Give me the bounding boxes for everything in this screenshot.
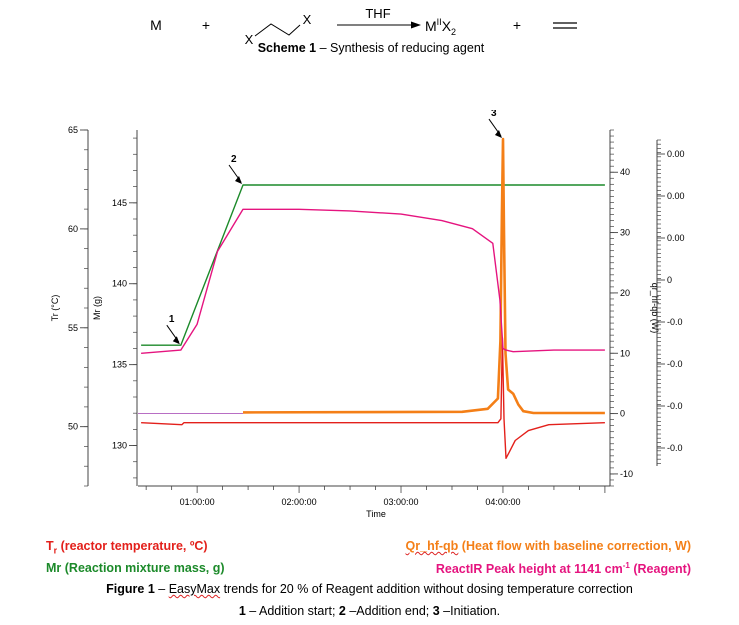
tr-tick-label: 55 (68, 323, 78, 333)
qr-tick-label: 10 (620, 348, 630, 358)
legend-qr-symbol: Qr_hf-qb (405, 539, 459, 553)
scheme-arrow-head (411, 21, 421, 29)
note-3-num: 3 (432, 604, 440, 618)
qr-tick-label: 30 (620, 228, 630, 238)
qr-tick-label: 0 (620, 409, 625, 419)
tr-tick-label: 60 (68, 224, 78, 234)
annotation-3-arrowhead (494, 130, 502, 139)
scheme-caption-text: – Synthesis of reducing agent (316, 41, 485, 55)
mr-axis-label: Mr (g) (92, 296, 102, 320)
x-tick-label: 01:00:00 (180, 497, 215, 507)
scheme-halide-x-right: X (303, 12, 312, 27)
scheme-ethylene-chain (254, 23, 301, 37)
legend-qr-text: (Heat flow with baseline correction, W) (458, 539, 691, 553)
scheme-reactant-m: M (150, 17, 162, 33)
easymax-trend-chart: 01:00:00 02:00:00 03:00:00 04:00:00 Time 65 60… (50, 110, 685, 519)
scheme-plus-1: + (202, 17, 210, 33)
note-1-text: – Addition start; (245, 604, 339, 618)
scheme-solvent: THF (365, 6, 390, 21)
tr-tick-label: 65 (68, 125, 78, 135)
scheme-product-m: M (425, 18, 437, 34)
ir-tick-label: 0.00 (667, 191, 685, 201)
qr-tick-label: 40 (620, 167, 630, 177)
qr-tick-label: 20 (620, 288, 630, 298)
note-1-num: 1 (238, 604, 246, 618)
legend-tr-sub: r (53, 545, 58, 556)
scheme-product: MIIX2 (425, 17, 456, 37)
mr-tick-label: 140 (112, 279, 127, 289)
figure-caption: Figure 1 – EasyMax trends for 20 % of Re… (0, 582, 739, 596)
chart-series (138, 137, 605, 459)
annotation-1-label: 1 (169, 314, 175, 325)
scheme-halide-x-left: X (245, 32, 254, 47)
legend-ir-text: ReactIR Peak height at 1141 cm (435, 562, 623, 577)
x-tick-label: 03:00:00 (383, 497, 418, 507)
chart-axes: 01:00:00 02:00:00 03:00:00 04:00:00 Time 65 60… (50, 125, 685, 519)
scheme-product-sub: 2 (451, 27, 456, 37)
annotation-3-label: 3 (491, 110, 497, 119)
ir-tick-label: -0.0 (667, 401, 683, 411)
legend-ir-sup: -1 (622, 561, 630, 570)
figure-text-pre: – (154, 582, 169, 596)
reaction-scheme: M + X X THF MIIX2 + Scheme 1 – Synthesis… (150, 6, 577, 55)
figure-easymax: EasyMax (168, 582, 221, 596)
legend-ir-tail: (Reagent) (629, 562, 691, 577)
ir-tick-label: -0.0 (667, 317, 683, 327)
series-qr-line (242, 137, 605, 415)
legend-tr: Tr (reactor temperature, ºC) (46, 539, 208, 556)
qr-tick-label: -10 (620, 469, 633, 479)
x-tick-label: 04:00:00 (485, 497, 520, 507)
legend-qr: Qr_hf-qb (Heat flow with baseline correc… (406, 539, 691, 553)
note-2-num: 2 (338, 604, 346, 618)
annotation-2-label: 2 (231, 154, 237, 165)
scheme-caption: Scheme 1 – Synthesis of reducing agent (258, 41, 485, 55)
ir-tick-label: 0.00 (667, 149, 685, 159)
legend-ir: ReactIR Peak height at 1141 cm-1 (Reagen… (436, 561, 691, 576)
scheme-caption-label: Scheme 1 (258, 41, 316, 55)
tr-axis-label: Tr (°C) (50, 295, 60, 322)
tr-tick-label: 50 (68, 422, 78, 432)
legend-mr: Mr (Reaction mixture mass, g) (46, 561, 225, 575)
scheme-plus-2: + (513, 17, 521, 33)
ir-tick-label: -0.0 (667, 359, 683, 369)
chart-annotations: 1 2 3 (166, 110, 502, 345)
scheme-product-x: X (442, 18, 452, 34)
series-ir-line (141, 208, 605, 354)
legend-tr-text: (reactor temperature, ºC) (57, 539, 208, 553)
series-mr-line (141, 184, 605, 346)
scheme-product-ox: II (437, 17, 442, 27)
figure-legend-notes: 1 – Addition start; 2 –Addition end; 3 –… (0, 604, 739, 618)
mr-tick-label: 135 (112, 360, 127, 370)
x-tick-label: 02:00:00 (282, 497, 317, 507)
ir-tick-label: 0 (667, 275, 672, 285)
qr-axis-label: qr_hf-qb (W) (650, 283, 660, 334)
annotation-2-arrowhead (235, 176, 243, 185)
note-2-text: –Addition end; (345, 604, 433, 618)
ir-tick-label: 0.00 (667, 233, 685, 243)
annotation-1-arrowhead (172, 336, 180, 345)
legend-tr-symbol: T (46, 539, 54, 553)
figure-text-post: trends for 20 % of Reagent addition with… (220, 582, 633, 596)
note-3-text: –Initiation. (439, 604, 501, 618)
mr-tick-label: 145 (112, 198, 127, 208)
figure-label: Figure 1 (106, 582, 155, 596)
ir-tick-label: -0.0 (667, 443, 683, 453)
mr-tick-label: 130 (112, 441, 127, 451)
x-axis-label: Time (366, 509, 386, 519)
series-tr-line (141, 337, 605, 459)
